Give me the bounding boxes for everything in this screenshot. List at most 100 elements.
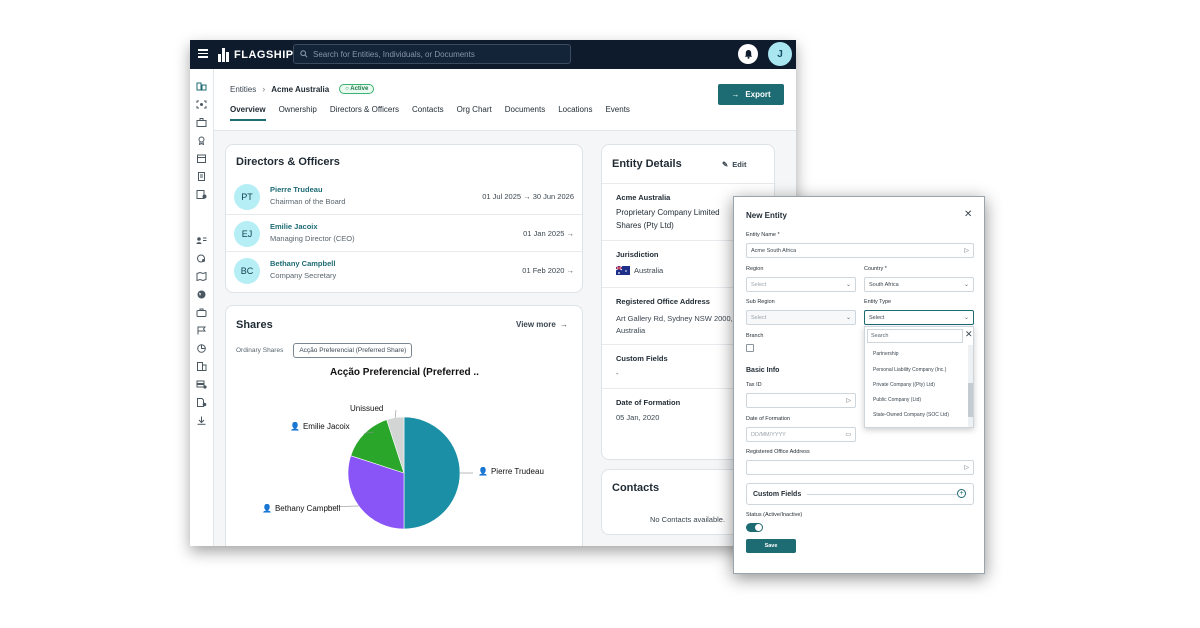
edit-button[interactable]: ✎ Edit bbox=[722, 160, 746, 169]
hamburger-menu-icon[interactable] bbox=[196, 47, 210, 61]
entity-type-line1: Proprietary Company Limited bbox=[616, 208, 720, 217]
entities-nav-icon[interactable] bbox=[196, 82, 207, 91]
avatar: EJ bbox=[234, 221, 260, 247]
send-icon: ▷ bbox=[964, 465, 969, 471]
search-icon bbox=[300, 50, 308, 58]
custom-fields-section[interactable]: Custom Fields + bbox=[746, 483, 974, 505]
app-window: FLAGSHIP J bbox=[190, 40, 796, 546]
office-address-field[interactable]: ▷ bbox=[746, 460, 974, 475]
jurisdiction-text: Australia bbox=[634, 266, 664, 275]
dropdown-option[interactable]: Public Company (Ltd) bbox=[873, 397, 922, 403]
chevron-down-icon: ⌄ bbox=[963, 282, 969, 288]
arrow-right-icon: → bbox=[559, 320, 568, 329]
case-nav-icon[interactable] bbox=[196, 308, 207, 317]
director-dates: 01 Jan 2025 → bbox=[523, 229, 574, 238]
director-row[interactable]: EJ Emilie Jacoix Managing Director (CEO)… bbox=[226, 216, 582, 252]
briefcase-nav-icon[interactable] bbox=[196, 118, 207, 127]
dropdown-scrollbar[interactable] bbox=[968, 345, 973, 427]
sub-region-label: Sub Region bbox=[746, 299, 775, 305]
close-icon[interactable]: ✕ bbox=[964, 209, 973, 220]
file-settings-nav-icon[interactable] bbox=[196, 398, 207, 407]
dropdown-option[interactable]: Partnership bbox=[873, 351, 899, 357]
scan-nav-icon[interactable] bbox=[196, 100, 207, 109]
view-more-link[interactable]: View more → bbox=[516, 320, 568, 329]
document-nav-icon[interactable] bbox=[196, 172, 207, 181]
shares-title: Shares bbox=[236, 319, 273, 331]
tab-documents[interactable]: Documents bbox=[504, 105, 546, 114]
pie-nav-icon[interactable] bbox=[196, 344, 207, 353]
download-nav-icon[interactable] bbox=[196, 416, 207, 425]
entity-name-field[interactable]: Acme South Africa ▷ bbox=[746, 243, 974, 258]
entity-type-label: Entity Type bbox=[864, 299, 892, 305]
calendar-nav-icon[interactable] bbox=[196, 154, 207, 163]
dropdown-option[interactable]: State-Owned Company (SOC Ltd) bbox=[873, 412, 949, 418]
avatar: PT bbox=[234, 184, 260, 210]
tab-preferred-shares[interactable]: Acção Preferencial (Preferred Share) bbox=[293, 343, 413, 358]
flag-nav-icon[interactable] bbox=[196, 326, 207, 335]
report-settings-nav-icon[interactable] bbox=[196, 190, 207, 199]
director-row[interactable]: PT Pierre Trudeau Chairman of the Board … bbox=[226, 179, 582, 215]
logo: FLAGSHIP bbox=[218, 47, 294, 63]
custom-fields-value: - bbox=[616, 369, 619, 378]
branch-label: Branch bbox=[746, 333, 764, 339]
contacts-empty-text: No Contacts available. bbox=[650, 515, 726, 524]
tab-overview[interactable]: Overview bbox=[230, 105, 266, 121]
pie-label-text: Bethany Campbell bbox=[274, 504, 341, 513]
brand-name: FLAGSHIP bbox=[234, 49, 294, 61]
people-list-nav-icon[interactable] bbox=[196, 236, 207, 245]
director-name[interactable]: Bethany Campbell bbox=[270, 259, 336, 268]
tab-ownership[interactable]: Ownership bbox=[278, 105, 317, 114]
globe-nav-icon[interactable] bbox=[196, 290, 207, 299]
formation-date-label: Date of Formation bbox=[746, 416, 791, 422]
pie-slice-unissued[interactable] bbox=[386, 416, 405, 474]
entity-type-select[interactable]: Select ⌄ bbox=[864, 310, 974, 325]
country-select[interactable]: South Africa ⌄ bbox=[864, 277, 974, 292]
export-button[interactable]: → Export bbox=[718, 84, 784, 105]
user-avatar[interactable]: J bbox=[768, 42, 792, 66]
share-class-tabs: Ordinary Shares Acção Preferencial (Pref… bbox=[236, 343, 413, 358]
search-globe-nav-icon[interactable] bbox=[196, 254, 207, 263]
save-button[interactable]: Save bbox=[746, 539, 796, 553]
address-line1: Art Gallery Rd, Sydney NSW 2000, bbox=[616, 314, 733, 323]
dropdown-search-input[interactable]: Search bbox=[867, 329, 963, 343]
person-icon: 👤 bbox=[290, 422, 300, 431]
breadcrumb-entities-link[interactable]: Entities bbox=[230, 84, 257, 94]
tab-locations[interactable]: Locations bbox=[558, 105, 593, 114]
pencil-icon: ✎ bbox=[722, 160, 729, 169]
director-row[interactable]: BC Bethany Campbell Company Secretary 01… bbox=[226, 253, 582, 289]
pie-slice-bethany-campbell[interactable] bbox=[347, 455, 405, 530]
country-value: South Africa bbox=[869, 281, 899, 288]
sidebar bbox=[190, 69, 214, 546]
add-custom-field-icon[interactable]: + bbox=[957, 489, 966, 498]
tab-directors-officers[interactable]: Directors & Officers bbox=[329, 105, 400, 114]
global-search[interactable] bbox=[293, 44, 571, 64]
entity-type-dropdown: Search ✕ Partnership Personal Liability … bbox=[864, 326, 974, 428]
status-toggle[interactable] bbox=[746, 523, 763, 532]
building-nav-icon[interactable] bbox=[196, 362, 207, 371]
clear-search-icon[interactable]: ✕ bbox=[965, 329, 973, 339]
database-settings-nav-icon[interactable] bbox=[196, 380, 207, 389]
tab-ordinary-shares[interactable]: Ordinary Shares bbox=[236, 347, 284, 354]
person-icon: 👤 bbox=[478, 467, 488, 476]
tax-id-field[interactable]: ▷ bbox=[746, 393, 856, 408]
tab-events[interactable]: Events bbox=[605, 105, 630, 114]
pie-slice-pierre-trudeau[interactable] bbox=[403, 416, 461, 530]
region-select[interactable]: Select ⌄ bbox=[746, 277, 856, 292]
main-content: Entities › Acme Australia ○ Active → Exp… bbox=[214, 69, 796, 546]
tab-contacts[interactable]: Contacts bbox=[412, 105, 444, 114]
branch-checkbox[interactable] bbox=[746, 344, 754, 352]
formation-date-field[interactable]: DD/MM/YYYY ▭ bbox=[746, 427, 856, 442]
search-input[interactable] bbox=[313, 49, 563, 59]
director-role: Managing Director (CEO) bbox=[270, 234, 355, 243]
country-label: Country * bbox=[864, 266, 887, 272]
director-name[interactable]: Emilie Jacoix bbox=[270, 222, 318, 231]
map-nav-icon[interactable] bbox=[196, 272, 207, 281]
director-name[interactable]: Pierre Trudeau bbox=[270, 185, 323, 194]
dropdown-option[interactable]: Personal Liability Company (Inc.) bbox=[873, 367, 947, 373]
award-nav-icon[interactable] bbox=[196, 136, 207, 145]
dropdown-option[interactable]: Private Company ((Pty) Ltd) bbox=[873, 382, 935, 388]
tab-org-chart[interactable]: Org Chart bbox=[456, 105, 492, 114]
notifications-button[interactable] bbox=[738, 44, 758, 64]
sub-region-select[interactable]: Select ⌄ bbox=[746, 310, 856, 325]
status-label: Status (Active/Inactive) bbox=[746, 512, 803, 518]
